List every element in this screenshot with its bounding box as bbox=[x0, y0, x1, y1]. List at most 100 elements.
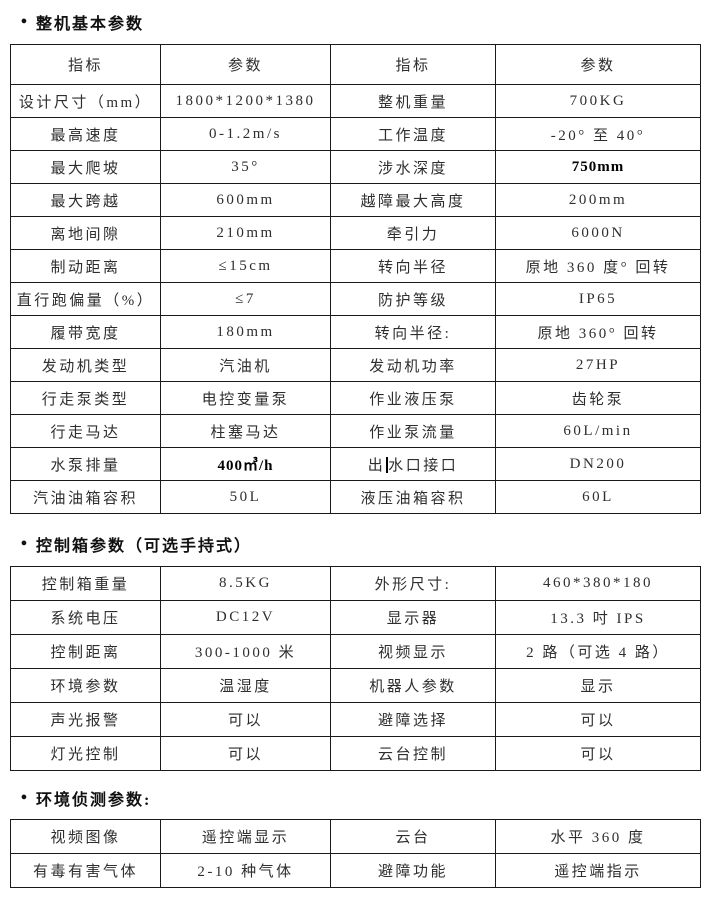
param-label-cell: 转向半径 bbox=[330, 249, 496, 283]
table-header-row: 指标 参数 指标 参数 bbox=[10, 44, 701, 85]
column-header-cell: 参数 bbox=[160, 44, 331, 85]
text-cursor bbox=[386, 456, 389, 473]
param-label-cell: 机器人参数 bbox=[330, 668, 496, 703]
spec-document-page: ● 整机基本参数 指标 参数 指标 参数 设计尺寸（mm） 1800*1200*1380 整… bbox=[0, 10, 709, 899]
table-row: 行走马达 柱塞马达 作业泵流量 60L/min bbox=[10, 414, 701, 448]
param-label-cell: 出水口接口 bbox=[330, 447, 496, 481]
param-label-cell: 设计尺寸（mm） bbox=[10, 84, 161, 118]
param-value-cell: 汽油机 bbox=[160, 348, 331, 382]
column-header-cell: 参数 bbox=[495, 44, 701, 85]
param-label-cell: 防护等级 bbox=[330, 282, 496, 316]
param-value-cell: 遥控端指示 bbox=[495, 853, 701, 888]
control-box-params-table: 控制箱重量 8.5KG 外形尺寸: 460*380*180 系统电压 DC12V 显示器 13… bbox=[10, 566, 701, 771]
param-label-cell: 行走泵类型 bbox=[10, 381, 161, 415]
param-value-cell: 2-10 种气体 bbox=[160, 853, 331, 888]
param-label-cell: 涉水深度 bbox=[330, 150, 496, 184]
param-value-cell: 210mm bbox=[160, 216, 331, 250]
table-row: 系统电压 DC12V 显示器 13.3 吋 IPS bbox=[10, 600, 701, 635]
section-title: 控制箱参数（可选手持式） bbox=[36, 538, 253, 555]
bullet-icon: ● bbox=[20, 791, 28, 803]
param-value-cell: 遥控端显示 bbox=[160, 819, 331, 854]
table-row: 有毒有害气体 2-10 种气体 避障功能 遥控端指示 bbox=[10, 853, 701, 888]
table-row: 设计尺寸（mm） 1800*1200*1380 整机重量 700KG bbox=[10, 84, 701, 118]
param-value-cell: 700KG bbox=[495, 84, 701, 118]
table-row: 环境参数 温湿度 机器人参数 显示 bbox=[10, 668, 701, 703]
param-value-cell: 35° bbox=[160, 150, 331, 184]
section-heading: ● 环境侦测参数: bbox=[0, 786, 709, 810]
machine-basic-params-table: 指标 参数 指标 参数 设计尺寸（mm） 1800*1200*1380 整机重量 700KG 最… bbox=[10, 44, 701, 514]
param-value-cell: 齿轮泵 bbox=[495, 381, 701, 415]
section-title: 整机基本参数 bbox=[36, 16, 145, 33]
param-value-cell: 可以 bbox=[495, 736, 701, 771]
param-label-cell: 灯光控制 bbox=[10, 736, 161, 771]
bullet-icon: ● bbox=[20, 537, 28, 549]
table-row: 行走泵类型 电控变量泵 作业液压泵 齿轮泵 bbox=[10, 381, 701, 415]
param-value-cell: 原地 360 度° 回转 bbox=[495, 249, 701, 283]
param-value-cell: DN200 bbox=[495, 447, 701, 481]
param-value-cell: 可以 bbox=[160, 736, 331, 771]
param-label-cell: 汽油油箱容积 bbox=[10, 480, 161, 514]
param-label-cell: 环境参数 bbox=[10, 668, 161, 703]
param-label-cell: 整机重量 bbox=[330, 84, 496, 118]
param-label-cell: 外形尺寸: bbox=[330, 566, 496, 601]
param-value-cell: 可以 bbox=[495, 702, 701, 737]
table-row: 制动距离 ≤15cm 转向半径 原地 360 度° 回转 bbox=[10, 249, 701, 283]
section-title: 环境侦测参数: bbox=[36, 792, 152, 809]
param-value-cell: ≤7 bbox=[160, 282, 331, 316]
param-value-cell: 300-1000 米 bbox=[160, 634, 331, 669]
param-label-cell: 作业泵流量 bbox=[330, 414, 496, 448]
param-label-cell: 控制箱重量 bbox=[10, 566, 161, 601]
environment-detection-params-table: 视频图像 遥控端显示 云台 水平 360 度有毒有害气体 2-10 种气体 避障功能 遥控端… bbox=[10, 819, 701, 888]
table-row: 控制箱重量 8.5KG 外形尺寸: 460*380*180 bbox=[10, 566, 701, 601]
param-label-cell: 发动机类型 bbox=[10, 348, 161, 382]
param-value-cell: 水平 360 度 bbox=[495, 819, 701, 854]
param-label-cell: 云台 bbox=[330, 819, 496, 854]
table-row: 直行跑偏量（%） ≤7 防护等级 IP65 bbox=[10, 282, 701, 316]
bullet-icon: ● bbox=[20, 15, 28, 27]
param-value-cell: 原地 360° 回转 bbox=[495, 315, 701, 349]
param-label-cell: 行走马达 bbox=[10, 414, 161, 448]
table-row: 控制距离 300-1000 米视频显示 2 路（可选 4 路） bbox=[10, 634, 701, 669]
param-value-cell: 0-1.2m/s bbox=[160, 117, 331, 151]
section-heading: ● 控制箱参数（可选手持式） bbox=[0, 532, 709, 556]
param-label-cell: 系统电压 bbox=[10, 600, 161, 635]
table-row: 最高速度 0-1.2m/s 工作温度 -20° 至 40° bbox=[10, 117, 701, 151]
param-value-cell: 50L bbox=[160, 480, 331, 514]
param-label-cell: 履带宽度 bbox=[10, 315, 161, 349]
param-value-cell: 柱塞马达 bbox=[160, 414, 331, 448]
param-value-cell: IP65 bbox=[495, 282, 701, 316]
param-value-cell: 27HP bbox=[495, 348, 701, 382]
param-value-cell: 13.3 吋 IPS bbox=[495, 600, 701, 635]
param-label-cell: 最高速度 bbox=[10, 117, 161, 151]
param-label-cell: 显示器 bbox=[330, 600, 496, 635]
table-row: 声光报警 可以 避障选择 可以 bbox=[10, 702, 701, 737]
param-label-cell: 水泵排量 bbox=[10, 447, 161, 481]
param-label-cell: 视频显示 bbox=[330, 634, 496, 669]
param-value-cell: 可以 bbox=[160, 702, 331, 737]
param-value-cell: 400㎥/h bbox=[160, 447, 331, 481]
param-label-cell: 直行跑偏量（%） bbox=[10, 282, 161, 316]
param-label-cell: 发动机功率 bbox=[330, 348, 496, 382]
param-label-cell: 转向半径: bbox=[330, 315, 496, 349]
param-value-cell: 180mm bbox=[160, 315, 331, 349]
section-control-box-params: ● 控制箱参数（可选手持式） 控制箱重量 8.5KG 外形尺寸: 460*380*18… bbox=[0, 532, 709, 771]
param-value-cell: 60L bbox=[495, 480, 701, 514]
param-value-cell: 温湿度 bbox=[160, 668, 331, 703]
table-row: 水泵排量 400㎥/h 出水口接口 DN200 bbox=[10, 447, 701, 481]
param-label-cell: 避障功能 bbox=[330, 853, 496, 888]
table-row: 履带宽度 180mm 转向半径: 原地 360° 回转 bbox=[10, 315, 701, 349]
param-value-cell: 200mm bbox=[495, 183, 701, 217]
param-label-cell: 牵引力 bbox=[330, 216, 496, 250]
param-value-cell: 1800*1200*1380 bbox=[160, 84, 331, 118]
param-value-cell: ≤15cm bbox=[160, 249, 331, 283]
param-label-cell: 有毒有害气体 bbox=[10, 853, 161, 888]
param-label-cell: 越障最大高度 bbox=[330, 183, 496, 217]
param-value-cell: 460*380*180 bbox=[495, 566, 701, 601]
param-label-cell: 离地间隙 bbox=[10, 216, 161, 250]
param-label-cell: 云台控制 bbox=[330, 736, 496, 771]
table-row: 离地间隙 210mm 牵引力 6000N bbox=[10, 216, 701, 250]
param-label-cell: 声光报警 bbox=[10, 702, 161, 737]
param-label-cell: 制动距离 bbox=[10, 249, 161, 283]
param-value-cell: 2 路（可选 4 路） bbox=[495, 634, 701, 669]
column-header-cell: 指标 bbox=[10, 44, 161, 85]
